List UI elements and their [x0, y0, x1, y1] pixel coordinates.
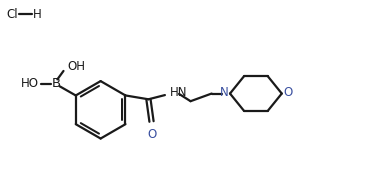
Text: O: O: [283, 86, 293, 99]
Text: HN: HN: [169, 86, 187, 99]
Text: Cl: Cl: [6, 8, 18, 21]
Text: B: B: [51, 77, 60, 91]
Text: O: O: [147, 128, 156, 141]
Text: HO: HO: [21, 77, 39, 91]
Text: H: H: [33, 8, 42, 21]
Text: OH: OH: [67, 60, 85, 73]
Text: N: N: [220, 86, 229, 99]
